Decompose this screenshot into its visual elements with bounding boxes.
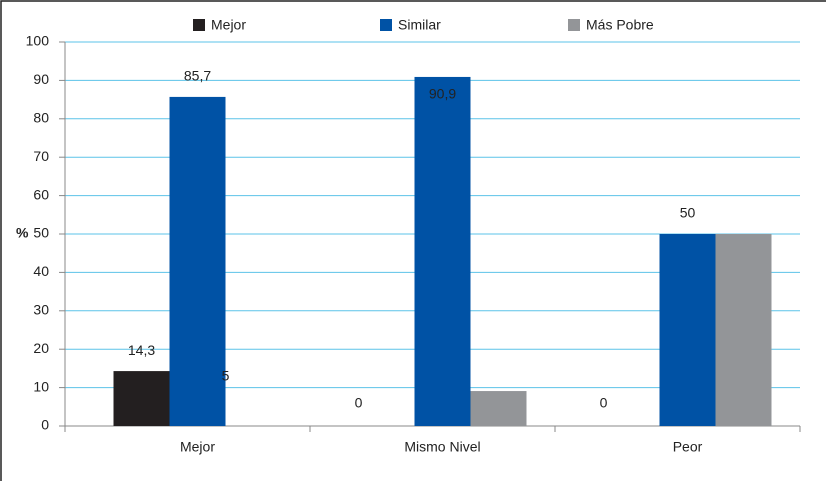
legend-label: Más Pobre [586, 17, 654, 33]
data-label: 85,7 [184, 68, 211, 84]
y-tick-label: 30 [33, 302, 49, 318]
y-tick-label: 100 [26, 33, 50, 49]
y-tick-label: 20 [33, 340, 49, 356]
bar [169, 96, 226, 427]
data-label: 50 [680, 205, 696, 221]
y-tick-label: 90 [33, 71, 49, 87]
bar [113, 371, 170, 426]
legend-label: Mejor [211, 17, 246, 33]
x-tick-label: Mejor [180, 439, 215, 455]
legend-label: Similar [398, 17, 441, 33]
data-label: 14,3 [128, 342, 155, 358]
data-label: 90,9 [429, 86, 456, 102]
y-tick-label: 80 [33, 110, 49, 126]
bar [659, 234, 716, 426]
bar [715, 234, 772, 426]
data-label: 0 [600, 395, 608, 411]
y-axis-label: % [16, 225, 29, 241]
y-tick-label: 70 [33, 148, 49, 164]
y-tick-label: 40 [33, 263, 49, 279]
bar [470, 391, 527, 426]
x-tick-label: Mismo Nivel [404, 439, 480, 455]
x-tick-label: Peor [673, 439, 703, 455]
y-tick-label: 0 [41, 417, 49, 433]
bar [414, 76, 471, 426]
annotation: 5 [222, 367, 230, 383]
y-tick-label: 60 [33, 186, 49, 202]
y-tick-label: 50 [33, 225, 49, 241]
y-tick-label: 10 [33, 378, 49, 394]
legend-swatch [380, 19, 392, 31]
legend-swatch [568, 19, 580, 31]
data-label: 0 [355, 395, 363, 411]
legend-swatch [193, 19, 205, 31]
